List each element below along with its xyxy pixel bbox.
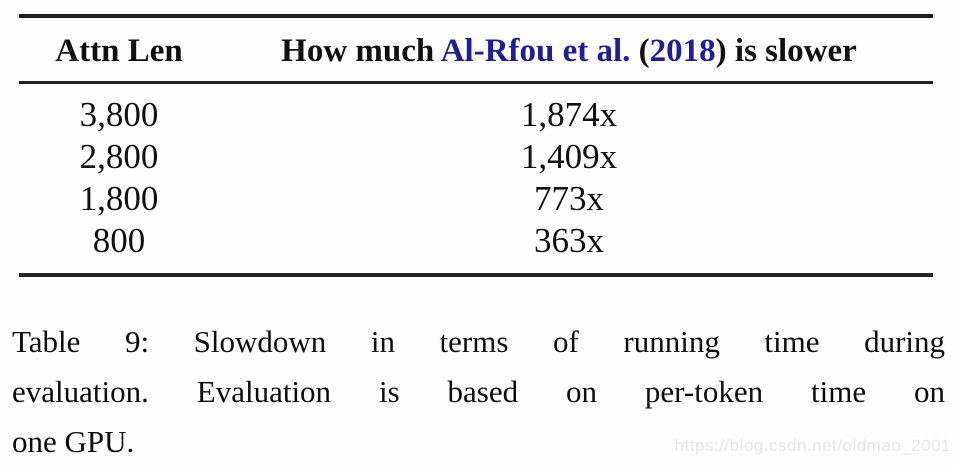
table-header-rule — [19, 81, 933, 84]
csdn-watermark: https://blog.csdn.net/oldmao_2001 — [674, 436, 951, 455]
attn-len-value: 800 — [92, 221, 146, 260]
slowdown-value: 1,409x — [520, 137, 618, 176]
attn-len-value: 3,800 — [79, 95, 159, 134]
table-row: 2,800 1,409x — [19, 136, 933, 178]
slowdown-value: 1,874x — [520, 95, 618, 134]
attn-len-value: 1,800 — [79, 179, 159, 218]
table-header-row: Attn Len How much Al-Rfou et al. (2018) … — [19, 33, 933, 69]
table-row: 3,800 1,874x — [19, 94, 933, 136]
table-row: 1,800 773x — [19, 178, 933, 220]
table-top-rule — [19, 14, 933, 18]
citation-year-link[interactable]: 2018 — [649, 33, 716, 69]
table-caption: Table 9: Slowdown in terms of running ti… — [12, 317, 945, 466]
column-header-slowdown: How much Al-Rfou et al. (2018) is slower — [219, 33, 933, 69]
header-text-suffix: ) is slower — [715, 33, 857, 69]
caption-line-3: one GPU. — [12, 424, 135, 459]
slowdown-value: 773x — [534, 179, 604, 218]
slowdown-value: 363x — [534, 221, 604, 260]
caption-line-1: Table 9: Slowdown in terms of running ti… — [12, 324, 945, 359]
table-bottom-rule — [19, 273, 933, 277]
attn-len-value: 2,800 — [79, 137, 159, 176]
caption-line-2: evaluation. Evaluation is based on per-t… — [12, 374, 945, 409]
table-row: 800 363x — [19, 220, 933, 262]
header-text-prefix: How much — [281, 33, 441, 69]
header-open-paren: ( — [630, 33, 650, 69]
table-body: 3,800 1,874x 2,800 1,409x 1,800 773x 800… — [19, 94, 933, 262]
citation-link-al-rfou[interactable]: Al-Rfou et al. — [440, 33, 631, 69]
column-header-attn-len: Attn Len — [55, 33, 183, 69]
